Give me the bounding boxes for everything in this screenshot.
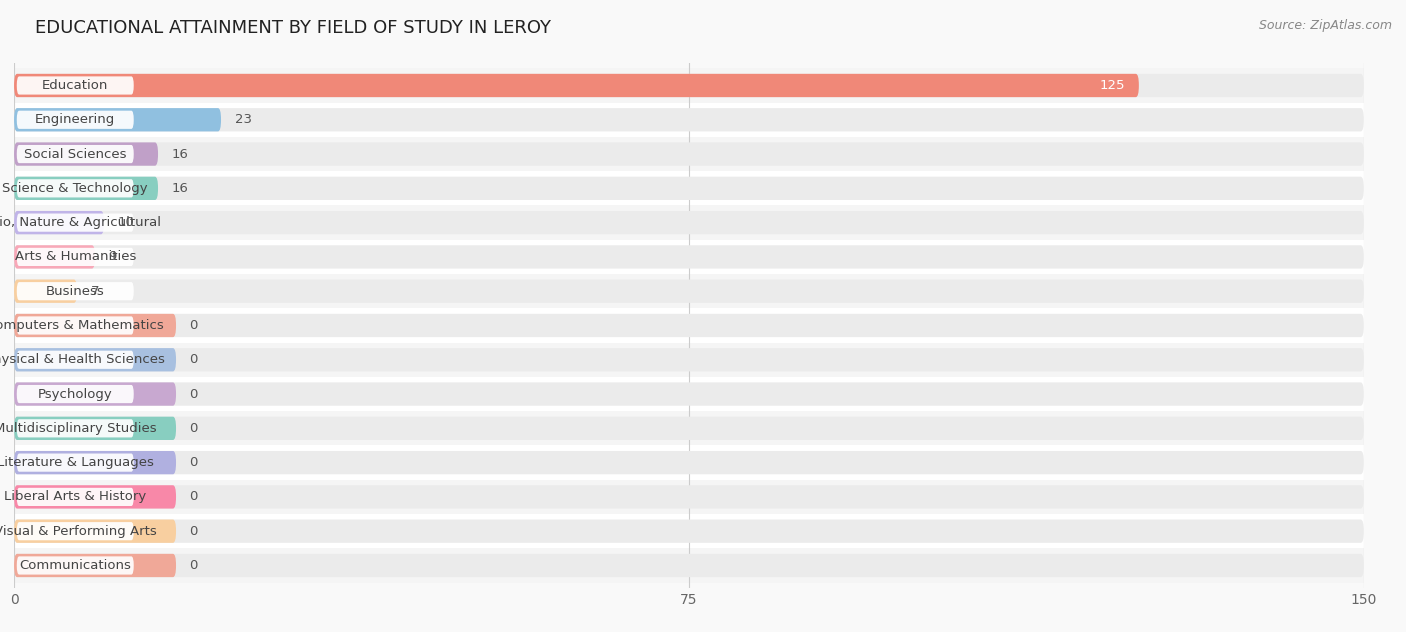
FancyBboxPatch shape <box>14 416 176 440</box>
Bar <box>14 171 1364 205</box>
Text: 125: 125 <box>1099 79 1125 92</box>
FancyBboxPatch shape <box>14 142 1364 166</box>
Text: Engineering: Engineering <box>35 113 115 126</box>
FancyBboxPatch shape <box>14 554 176 577</box>
Text: 0: 0 <box>190 490 198 504</box>
Text: Communications: Communications <box>20 559 131 572</box>
FancyBboxPatch shape <box>14 485 176 509</box>
Text: 7: 7 <box>90 284 98 298</box>
FancyBboxPatch shape <box>14 520 1364 543</box>
FancyBboxPatch shape <box>14 74 1139 97</box>
FancyBboxPatch shape <box>14 314 176 337</box>
FancyBboxPatch shape <box>14 108 221 131</box>
Text: Bio, Nature & Agricultural: Bio, Nature & Agricultural <box>0 216 160 229</box>
Bar <box>14 102 1364 137</box>
Text: Source: ZipAtlas.com: Source: ZipAtlas.com <box>1258 19 1392 32</box>
Bar <box>14 411 1364 446</box>
Text: 0: 0 <box>190 353 198 367</box>
Text: EDUCATIONAL ATTAINMENT BY FIELD OF STUDY IN LEROY: EDUCATIONAL ATTAINMENT BY FIELD OF STUDY… <box>35 19 551 37</box>
Text: 0: 0 <box>190 525 198 538</box>
FancyBboxPatch shape <box>14 382 176 406</box>
FancyBboxPatch shape <box>14 520 176 543</box>
Bar <box>14 446 1364 480</box>
Text: Liberal Arts & History: Liberal Arts & History <box>4 490 146 504</box>
Bar <box>14 68 1364 102</box>
FancyBboxPatch shape <box>17 145 134 163</box>
Text: 0: 0 <box>190 422 198 435</box>
Bar <box>14 137 1364 171</box>
Text: Arts & Humanities: Arts & Humanities <box>14 250 136 264</box>
FancyBboxPatch shape <box>14 211 104 234</box>
Bar <box>14 377 1364 411</box>
FancyBboxPatch shape <box>14 348 1364 372</box>
Text: Literature & Languages: Literature & Languages <box>0 456 153 469</box>
FancyBboxPatch shape <box>17 76 134 95</box>
FancyBboxPatch shape <box>17 454 134 471</box>
Bar <box>14 308 1364 343</box>
Text: Business: Business <box>46 284 104 298</box>
FancyBboxPatch shape <box>14 382 1364 406</box>
FancyBboxPatch shape <box>14 554 1364 577</box>
FancyBboxPatch shape <box>14 245 1364 269</box>
Text: 0: 0 <box>190 559 198 572</box>
Bar <box>14 205 1364 240</box>
FancyBboxPatch shape <box>17 488 134 506</box>
Text: Science & Technology: Science & Technology <box>3 182 148 195</box>
FancyBboxPatch shape <box>14 245 96 269</box>
Text: 9: 9 <box>108 250 117 264</box>
FancyBboxPatch shape <box>14 142 157 166</box>
FancyBboxPatch shape <box>14 451 176 474</box>
FancyBboxPatch shape <box>17 248 134 266</box>
Text: Multidisciplinary Studies: Multidisciplinary Studies <box>0 422 156 435</box>
Text: Education: Education <box>42 79 108 92</box>
Bar <box>14 240 1364 274</box>
FancyBboxPatch shape <box>17 111 134 129</box>
FancyBboxPatch shape <box>14 211 1364 234</box>
FancyBboxPatch shape <box>17 385 134 403</box>
Bar <box>14 549 1364 583</box>
Text: 0: 0 <box>190 319 198 332</box>
FancyBboxPatch shape <box>14 416 1364 440</box>
FancyBboxPatch shape <box>14 451 1364 474</box>
FancyBboxPatch shape <box>14 279 1364 303</box>
Text: 16: 16 <box>172 182 188 195</box>
Text: 0: 0 <box>190 456 198 469</box>
FancyBboxPatch shape <box>14 348 176 372</box>
FancyBboxPatch shape <box>17 282 134 300</box>
Text: 23: 23 <box>235 113 252 126</box>
Bar <box>14 514 1364 549</box>
FancyBboxPatch shape <box>17 522 134 540</box>
FancyBboxPatch shape <box>14 485 1364 509</box>
Text: 16: 16 <box>172 147 188 161</box>
Bar <box>14 274 1364 308</box>
FancyBboxPatch shape <box>17 179 134 197</box>
Text: 10: 10 <box>118 216 135 229</box>
Text: Social Sciences: Social Sciences <box>24 147 127 161</box>
Text: Computers & Mathematics: Computers & Mathematics <box>0 319 165 332</box>
Text: Psychology: Psychology <box>38 387 112 401</box>
Bar <box>14 480 1364 514</box>
FancyBboxPatch shape <box>14 177 1364 200</box>
Bar <box>14 343 1364 377</box>
FancyBboxPatch shape <box>14 314 1364 337</box>
Text: Physical & Health Sciences: Physical & Health Sciences <box>0 353 165 367</box>
FancyBboxPatch shape <box>17 351 134 369</box>
FancyBboxPatch shape <box>17 419 134 437</box>
FancyBboxPatch shape <box>14 177 157 200</box>
Text: 0: 0 <box>190 387 198 401</box>
FancyBboxPatch shape <box>14 74 1364 97</box>
Text: Visual & Performing Arts: Visual & Performing Arts <box>0 525 156 538</box>
FancyBboxPatch shape <box>14 108 1364 131</box>
FancyBboxPatch shape <box>17 556 134 574</box>
FancyBboxPatch shape <box>17 214 134 232</box>
FancyBboxPatch shape <box>17 317 134 334</box>
FancyBboxPatch shape <box>14 279 77 303</box>
